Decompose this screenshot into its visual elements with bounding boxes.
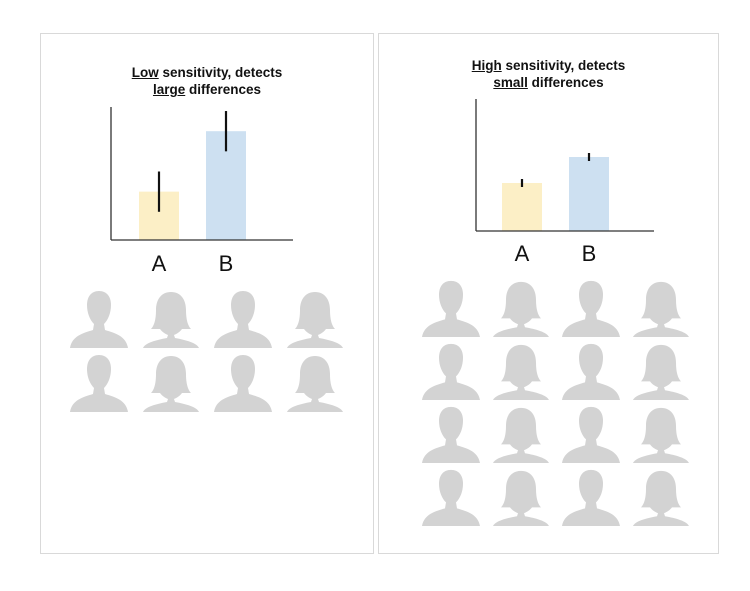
bar-B (569, 157, 609, 231)
person-icon (287, 356, 343, 412)
person-icon (214, 355, 272, 412)
panel-title: Low sensitivity, detects large differenc… (41, 64, 373, 98)
person-icon (562, 406, 620, 464)
category-label-B: B (582, 241, 597, 266)
person-icon (633, 407, 689, 464)
person-icon (214, 291, 272, 348)
person-icon (70, 291, 128, 348)
person-icon (493, 281, 549, 338)
person-icon (143, 292, 199, 348)
person-icon (633, 344, 689, 401)
panel-high-sensitivity: High sensitivity, detects small differen… (378, 33, 719, 554)
bar-A (502, 183, 542, 231)
title-emphasis: small (493, 75, 528, 90)
person-icon (633, 470, 689, 527)
panel-low-sensitivity: Low sensitivity, detects large differenc… (40, 33, 374, 554)
category-label-A: A (515, 241, 530, 266)
person-icon (422, 280, 480, 338)
title-emphasis: High (471, 58, 502, 73)
person-icon (422, 343, 480, 401)
person-icon (633, 281, 689, 338)
title-text: differences (527, 75, 604, 90)
person-icon (493, 407, 549, 464)
person-icon (422, 406, 480, 464)
person-icon (562, 280, 620, 338)
title-text: sensitivity, detects (158, 65, 283, 80)
person-icon (70, 355, 128, 412)
person-icon (562, 343, 620, 401)
category-label-A: A (152, 251, 167, 276)
person-icon (562, 469, 620, 527)
title-text: sensitivity, detects (501, 58, 626, 73)
title-emphasis: Low (131, 65, 159, 80)
title-text: differences (185, 82, 262, 97)
category-label-B: B (219, 251, 234, 276)
person-icon (143, 356, 199, 412)
title-emphasis: large (152, 82, 186, 97)
person-icon (287, 292, 343, 348)
panel-title: High sensitivity, detects small differen… (379, 57, 718, 91)
person-icon (422, 469, 480, 527)
person-icon (493, 470, 549, 527)
person-icon (493, 344, 549, 401)
